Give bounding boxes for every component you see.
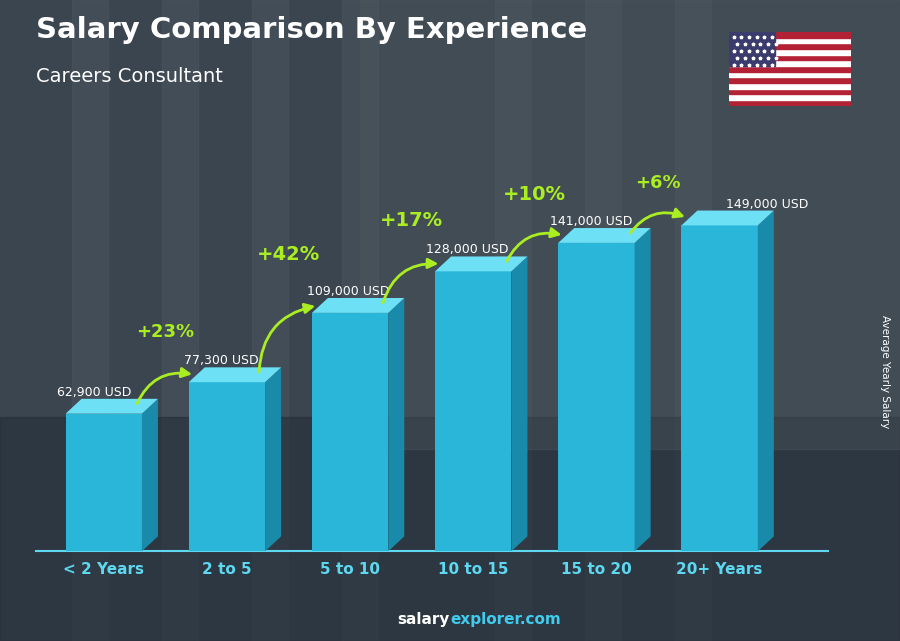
Polygon shape: [558, 243, 634, 551]
Text: 109,000 USD: 109,000 USD: [307, 285, 390, 298]
Polygon shape: [189, 382, 266, 551]
Bar: [729, 54, 850, 60]
Text: 149,000 USD: 149,000 USD: [725, 197, 808, 210]
Bar: [729, 32, 775, 66]
Bar: [729, 88, 850, 94]
Bar: [252, 0, 288, 641]
Text: +17%: +17%: [380, 211, 443, 230]
Text: 62,900 USD: 62,900 USD: [57, 386, 131, 399]
Bar: [729, 100, 850, 106]
Polygon shape: [189, 367, 281, 382]
Bar: [72, 0, 108, 641]
Bar: [729, 32, 850, 38]
Polygon shape: [312, 313, 388, 551]
Text: 77,300 USD: 77,300 USD: [184, 354, 258, 367]
Polygon shape: [388, 298, 404, 551]
Text: Salary Comparison By Experience: Salary Comparison By Experience: [36, 16, 587, 44]
Text: Careers Consultant: Careers Consultant: [36, 67, 223, 87]
Polygon shape: [681, 226, 758, 551]
Bar: [495, 0, 531, 641]
Text: salary: salary: [398, 612, 450, 627]
Polygon shape: [266, 367, 281, 551]
Bar: [729, 44, 850, 49]
Bar: [729, 38, 850, 44]
Bar: [729, 94, 850, 100]
Polygon shape: [312, 298, 404, 313]
Text: +23%: +23%: [136, 323, 194, 341]
Bar: [360, 0, 900, 449]
Text: +10%: +10%: [503, 185, 566, 204]
Polygon shape: [634, 228, 651, 551]
Bar: [729, 60, 850, 66]
Bar: [162, 0, 198, 641]
Polygon shape: [558, 228, 651, 243]
Polygon shape: [681, 210, 774, 226]
Bar: [729, 66, 850, 72]
Bar: [585, 0, 621, 641]
Bar: [729, 78, 850, 83]
Polygon shape: [511, 256, 527, 551]
Bar: [729, 83, 850, 88]
Bar: [729, 49, 850, 54]
Polygon shape: [142, 399, 157, 551]
Bar: [0, 417, 900, 641]
Text: explorer.com: explorer.com: [450, 612, 561, 627]
Bar: [342, 0, 378, 641]
Polygon shape: [435, 271, 511, 551]
Text: +42%: +42%: [256, 245, 320, 264]
Polygon shape: [66, 413, 142, 551]
Text: Average Yearly Salary: Average Yearly Salary: [879, 315, 890, 428]
Bar: [729, 72, 850, 78]
Text: +6%: +6%: [635, 174, 680, 192]
Polygon shape: [435, 256, 527, 271]
Polygon shape: [758, 210, 774, 551]
Bar: [675, 0, 711, 641]
Text: 128,000 USD: 128,000 USD: [427, 244, 509, 256]
Polygon shape: [66, 399, 158, 413]
Text: 141,000 USD: 141,000 USD: [550, 215, 632, 228]
